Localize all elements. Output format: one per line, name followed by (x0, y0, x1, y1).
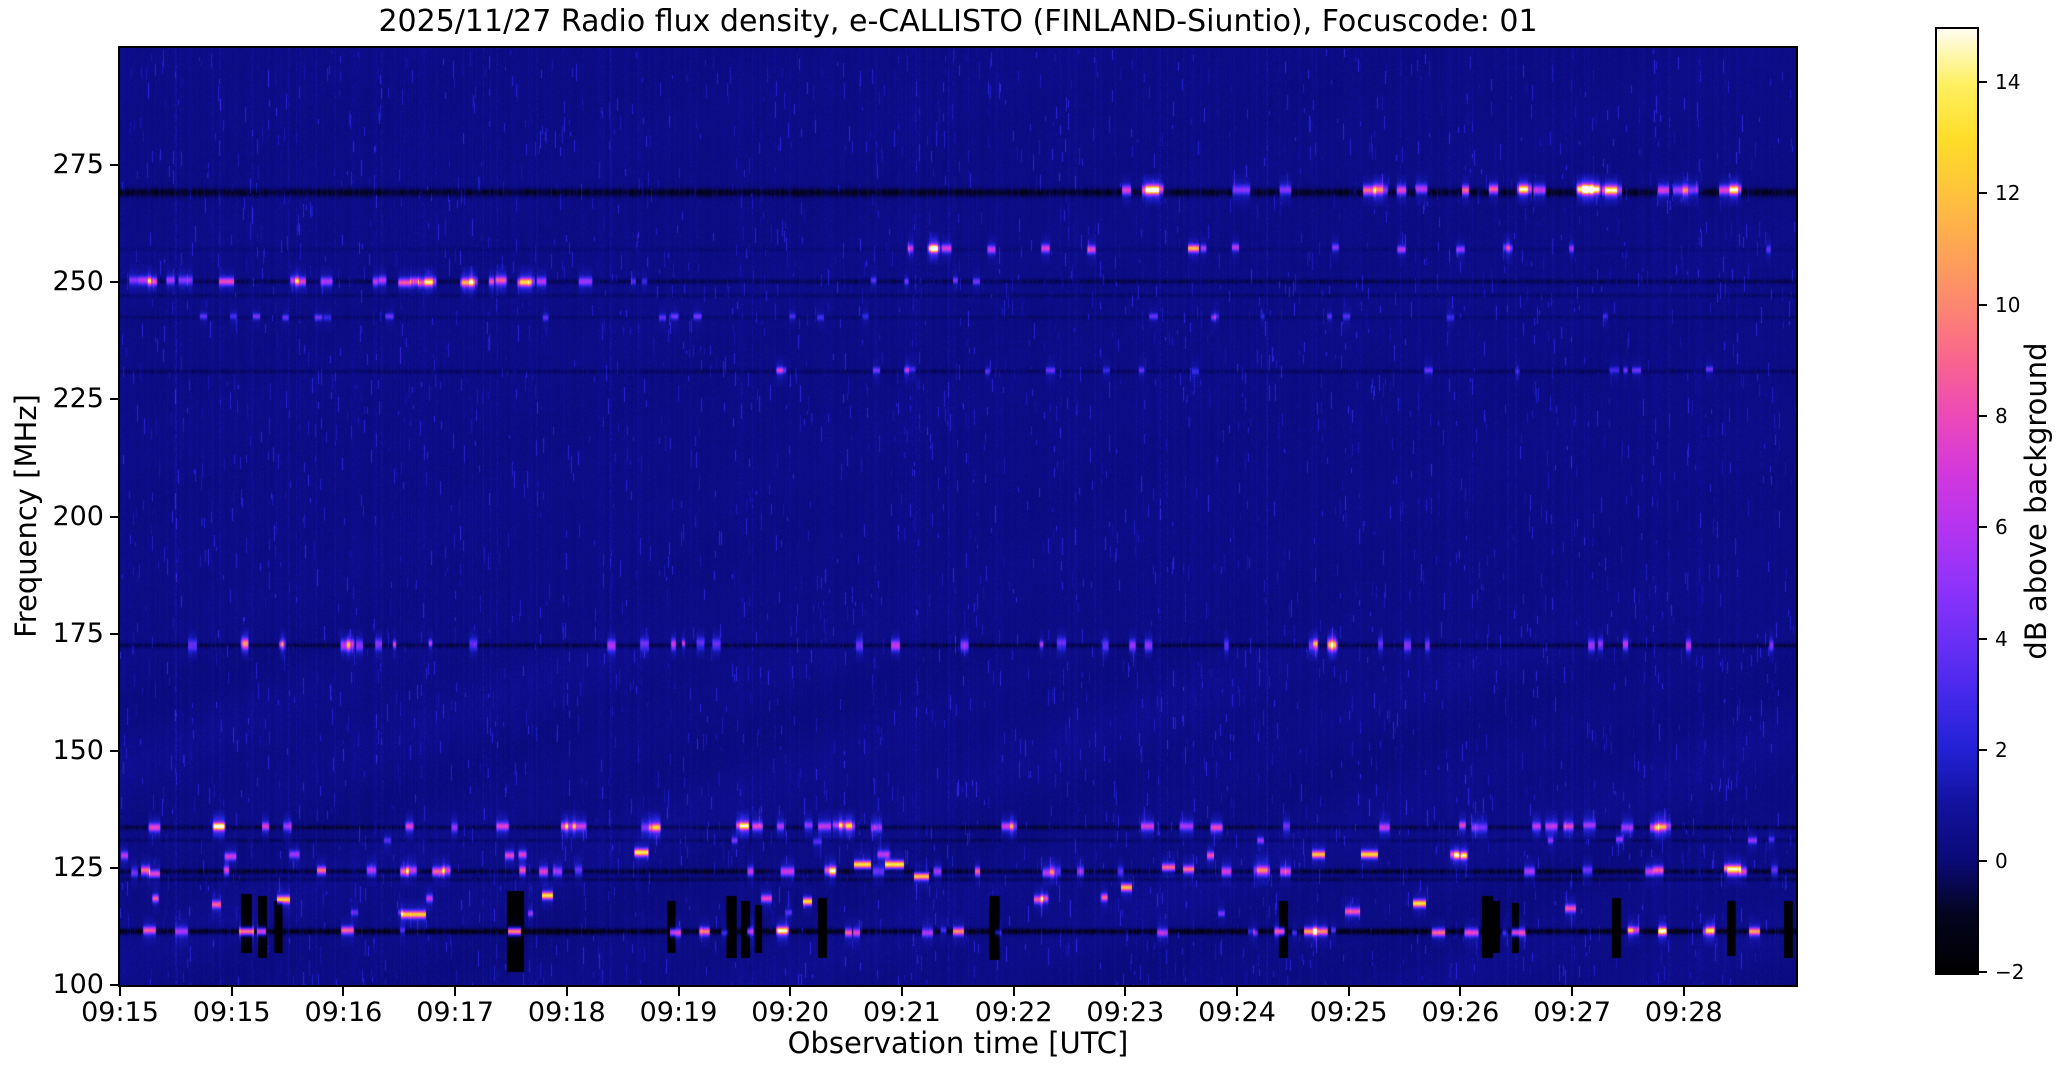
colorbar-tick-label: 12 (1995, 181, 2021, 206)
colorbar-tick-label: 4 (1995, 626, 2008, 651)
y-axis-label: Frequency [MHz] (9, 394, 43, 638)
y-tick-label: 150 (52, 734, 104, 766)
x-tick-mark (1347, 987, 1350, 996)
x-tick-mark (1459, 987, 1462, 996)
x-tick-label: 09:22 (974, 997, 1053, 1028)
colorbar-tick-label: −2 (1995, 960, 2025, 985)
colorbar-tick-mark (1979, 637, 1987, 640)
colorbar-tick-label: 10 (1995, 292, 2021, 317)
x-tick-mark (119, 987, 121, 996)
x-tick-mark (1682, 987, 1685, 996)
colorbar-tick-mark (1979, 526, 1987, 529)
y-tick-mark (110, 281, 119, 284)
colorbar-tick-mark (1979, 81, 1987, 83)
x-tick-mark (1012, 987, 1015, 996)
colorbar-tick-label: 8 (1995, 403, 2008, 428)
x-tick-label: 09:15 (81, 997, 159, 1028)
y-tick-label: 225 (52, 383, 104, 415)
y-tick-mark (110, 984, 119, 986)
y-tick-mark (110, 164, 119, 167)
y-tick-mark (110, 515, 119, 518)
y-tick-label: 175 (52, 617, 104, 649)
y-tick-mark (110, 398, 119, 401)
y-tick-label: 200 (52, 500, 104, 532)
y-tick-mark (110, 866, 119, 869)
x-tick-mark (900, 987, 903, 996)
y-tick-label: 125 (52, 851, 104, 883)
y-tick-label: 275 (52, 149, 104, 181)
colorbar-tick-label: 2 (1995, 737, 2008, 762)
x-tick-label: 09:23 (1086, 997, 1165, 1028)
x-tick-mark (342, 987, 345, 996)
plot-title: 2025/11/27 Radio flux density, e-CALLIST… (378, 4, 1538, 39)
x-tick-label: 09:19 (639, 997, 718, 1028)
x-tick-mark (677, 987, 680, 996)
colorbar-tick-mark (1979, 748, 1987, 751)
colorbar-tick-label: 6 (1995, 515, 2008, 540)
x-tick-mark (789, 987, 792, 996)
y-tick-mark (110, 749, 119, 752)
x-tick-mark (454, 987, 457, 996)
spectrogram-canvas (120, 48, 1796, 985)
y-tick-mark (110, 632, 119, 635)
colorbar-tick-mark (1979, 860, 1987, 863)
colorbar-tick-mark (1979, 971, 1987, 974)
colorbar-tick-mark (1979, 192, 1987, 195)
x-tick-label: 09:28 (1644, 997, 1723, 1028)
x-tick-label: 09:24 (1198, 997, 1276, 1028)
colorbar-tick-mark (1979, 303, 1987, 306)
x-tick-label: 09:16 (304, 997, 383, 1028)
y-tick-label: 250 (52, 266, 104, 298)
x-tick-label: 09:21 (862, 997, 941, 1028)
colorbar-tick-mark (1979, 414, 1987, 417)
colorbar (1935, 27, 1979, 975)
x-tick-label: 09:26 (1421, 997, 1500, 1028)
x-tick-mark (1236, 987, 1238, 996)
colorbar-label: dB above background (2019, 342, 2053, 660)
x-tick-label: 09:15 (192, 997, 271, 1028)
x-tick-mark (565, 987, 568, 996)
x-tick-label: 09:18 (527, 997, 606, 1028)
x-tick-label: 09:20 (751, 997, 830, 1028)
x-tick-label: 09:17 (416, 997, 494, 1028)
colorbar-tick-label: 14 (1995, 70, 2021, 94)
x-axis-label: Observation time [UTC] (787, 1026, 1129, 1060)
x-tick-mark (230, 987, 233, 996)
x-tick-mark (1571, 987, 1574, 996)
colorbar-tick-label: 0 (1995, 849, 2008, 874)
x-tick-label: 09:27 (1533, 997, 1611, 1028)
x-tick-label: 09:25 (1309, 997, 1388, 1028)
x-tick-mark (1124, 987, 1127, 996)
y-tick-label: 100 (52, 969, 104, 1000)
